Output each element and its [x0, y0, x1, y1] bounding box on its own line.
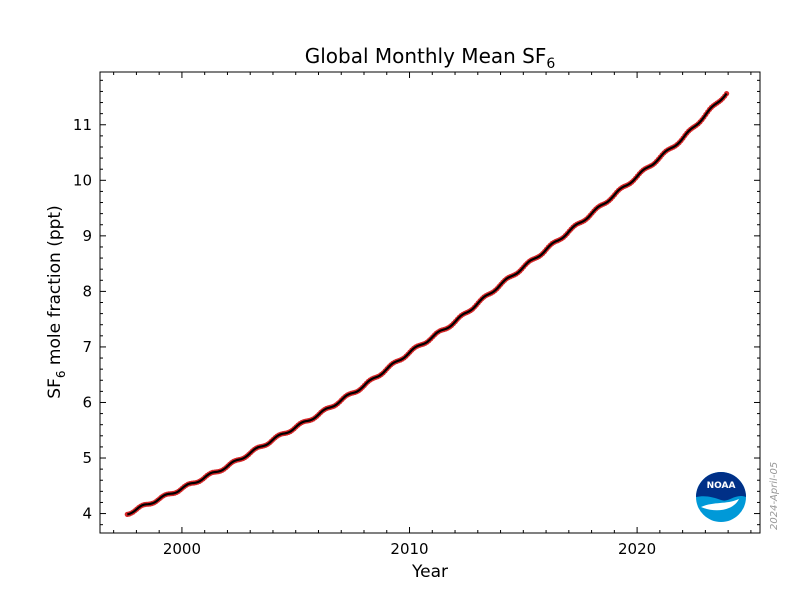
y-tick-label: 10	[73, 171, 92, 189]
logo-top	[696, 472, 746, 501]
chart-title: Global Monthly Mean SF6	[305, 44, 556, 72]
plot-frame	[99, 71, 761, 534]
data-series-line	[127, 92, 728, 516]
y-axis-title: SF6 mole fraction (ppt)	[45, 205, 68, 398]
x-tick-label: 2010	[390, 540, 428, 558]
y-tick-label: 6	[82, 393, 92, 411]
y-tick-label: 7	[82, 338, 92, 356]
plot-area: 2000 2010 2020 4 5 6 7 8 9 10 11	[73, 71, 761, 558]
y-axis-ticks: 4 5 6 7 8 9 10 11	[73, 116, 760, 523]
x-axis-title: Year	[411, 562, 448, 582]
y-tick-label: 9	[82, 227, 92, 245]
y-tick-label: 4	[82, 505, 92, 523]
data-series-markers	[124, 91, 730, 517]
y-tick-label: 5	[82, 449, 92, 467]
x-tick-label: 2000	[163, 540, 201, 558]
x-axis-ticks: 2000 2010 2020	[163, 72, 656, 558]
noaa-logo: NOAA	[696, 472, 746, 522]
y-tick-label: 8	[82, 282, 92, 300]
minor-ticks	[100, 72, 760, 533]
x-tick-label: 2020	[618, 540, 656, 558]
y-tick-label: 11	[73, 116, 92, 134]
date-stamp: 2024-April-05	[769, 462, 780, 530]
seagull-icon	[701, 499, 739, 511]
logo-text: NOAA	[707, 481, 736, 491]
